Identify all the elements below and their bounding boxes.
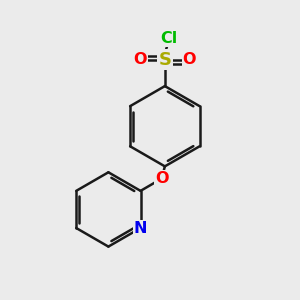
Text: O: O bbox=[182, 52, 196, 68]
Text: O: O bbox=[155, 171, 168, 186]
Text: N: N bbox=[134, 220, 147, 236]
Text: Cl: Cl bbox=[161, 31, 178, 46]
Text: S: S bbox=[158, 51, 171, 69]
Text: O: O bbox=[134, 52, 147, 68]
